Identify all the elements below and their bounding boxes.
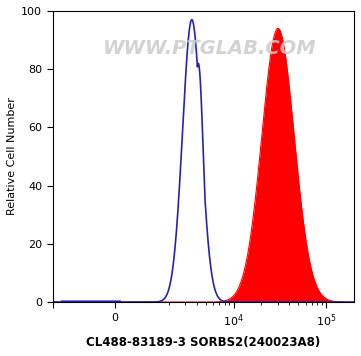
X-axis label: CL488-83189-3 SORBS2(240023A8): CL488-83189-3 SORBS2(240023A8) [86, 336, 321, 349]
Y-axis label: Relative Cell Number: Relative Cell Number [7, 98, 17, 215]
Text: WWW.PTGLAB.COM: WWW.PTGLAB.COM [103, 39, 316, 58]
